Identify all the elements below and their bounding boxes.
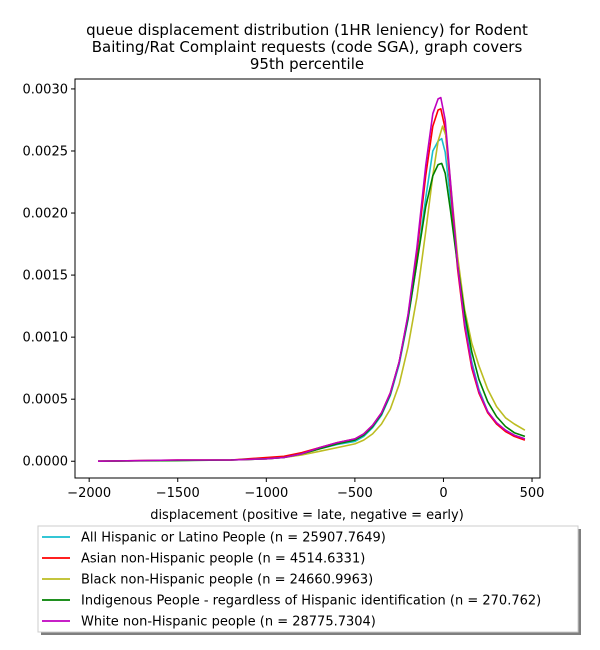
legend-entry: All Hispanic or Latino People (n = 25907… [81,531,386,546]
series-line-4 [97,96,526,462]
x-tick-label: −1000 [244,486,288,501]
y-tick-label: 0.0010 [23,331,69,346]
y-tick-label: 0.0000 [23,455,69,470]
y-tick-label: 0.0025 [23,144,69,159]
x-axis-label: displacement (positive = late, negative … [150,508,464,523]
legend-entry: Black non-Hispanic people (n = 24660.996… [81,573,373,588]
legend-entry: White non-Hispanic people (n = 28775.730… [81,615,376,630]
chart-title-line: queue displacement distribution (1HR len… [86,21,528,39]
chart-title-line: 95th percentile [250,55,364,73]
x-tick-label: 0 [439,486,447,501]
y-tick-label: 0.0005 [23,393,69,408]
x-axis: −2000 −1500 −1000 −500 0 500 [67,478,544,501]
legend-items: All Hispanic or Latino People (n = 25907… [42,531,541,630]
x-tick-label: 500 [520,486,545,501]
chart-title: queue displacement distribution (1HR len… [86,21,528,73]
x-tick-label: −1500 [156,486,200,501]
chart-title-line: Baiting/Rat Complaint requests (code SGA… [92,38,523,56]
y-tick-label: 0.0030 [23,82,69,97]
series-layer [97,96,526,462]
y-axis: 0.0000 0.0005 0.0010 0.0015 0.0020 0.0025 0.00… [23,82,75,470]
legend-box [37,525,579,633]
legend-entry: Indigenous People - regardless of Hispan… [81,594,541,609]
legend: All Hispanic or Latino People (n = 25907… [37,525,581,635]
legend-entry: Asian non-Hispanic people (n = 4514.6331… [81,552,365,567]
series-line-2 [97,125,526,462]
x-tick-label: −500 [337,486,373,501]
series-line-3 [97,162,526,462]
y-tick-label: 0.0020 [23,207,69,222]
y-tick-label: 0.0015 [23,269,69,284]
x-tick-label: −2000 [67,486,111,501]
plot-frame [74,78,541,479]
